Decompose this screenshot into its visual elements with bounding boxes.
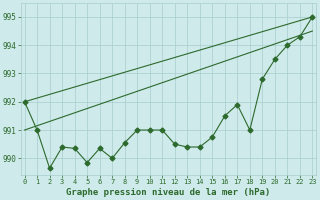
X-axis label: Graphe pression niveau de la mer (hPa): Graphe pression niveau de la mer (hPa) [66, 188, 271, 197]
